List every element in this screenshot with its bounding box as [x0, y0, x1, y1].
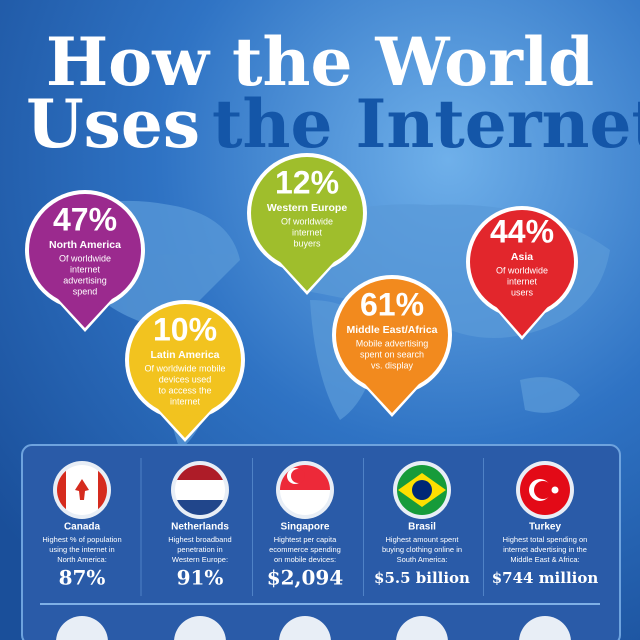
flag: [57, 465, 107, 515]
pin: 47% North America Of worldwideinternetadve…: [25, 190, 145, 332]
pin-desc: internet: [170, 396, 201, 406]
pin-desc: internet: [70, 264, 101, 274]
flag: [520, 465, 570, 515]
pin-percent: 12%: [275, 164, 339, 200]
flag-ring: [56, 616, 108, 640]
pin: 12% Western Europe Of worldwideinternetbuy…: [247, 153, 367, 295]
pin-desc: spent on search: [360, 349, 424, 359]
flag-part: [75, 479, 89, 500]
country-value: $5.5 billion: [374, 569, 470, 587]
pin-desc: Of worldwide: [59, 253, 111, 263]
country-value: $2,094: [267, 566, 344, 590]
pin-desc: to access the: [158, 385, 211, 395]
pin: 10% Latin America Of worldwide mobiledevic…: [125, 300, 245, 442]
pin-desc: internet: [292, 227, 323, 237]
pin-region: Western Europe: [267, 202, 347, 214]
country-desc: ecommerce spending: [269, 545, 341, 554]
pin-desc: Of worldwide: [496, 265, 548, 275]
flag: [397, 465, 447, 515]
pin-percent: 47%: [53, 201, 117, 237]
country-desc: North America:: [57, 555, 107, 564]
pin-body: [336, 279, 448, 391]
pin-desc: devices used: [159, 374, 212, 384]
pin-region: Asia: [511, 251, 533, 263]
pin-desc: users: [511, 287, 534, 297]
pin-desc: vs. display: [371, 360, 414, 370]
country-name: Turkey: [529, 522, 561, 533]
flag-part: [412, 480, 432, 500]
country-desc: Highest total spending on: [503, 535, 588, 544]
flag: [175, 465, 225, 515]
pin-desc: spend: [73, 286, 98, 296]
pin-body: [470, 210, 574, 314]
flag-part: [551, 486, 559, 494]
country-name: Canada: [64, 522, 101, 533]
flag-part: [534, 481, 552, 499]
pin-body: [251, 157, 363, 269]
country-desc: Western Europe:: [172, 555, 228, 564]
pin-desc: Mobile advertising: [356, 338, 429, 348]
country-desc: Highest broadband: [168, 535, 231, 544]
flag-part: [175, 465, 225, 480]
pin-body: [129, 304, 241, 416]
country-desc: Middle East & Africa:: [510, 555, 579, 564]
pin-percent: 10%: [153, 311, 217, 347]
flag-ring: [519, 616, 571, 640]
country-value: 91%: [177, 566, 224, 590]
country-desc: using the internet in: [49, 545, 114, 554]
country-value: 87%: [59, 566, 106, 590]
pin-desc: internet: [507, 276, 538, 286]
pin-region: North America: [49, 239, 121, 251]
country-desc: South America:: [397, 555, 448, 564]
flag-ring: [396, 616, 448, 640]
country-desc: Highest amount spent: [386, 535, 460, 544]
pin-desc: Of worldwide mobile: [144, 363, 225, 373]
country-desc: Highest % of population: [42, 535, 121, 544]
country-name: Netherlands: [171, 522, 229, 533]
flag-ring: [279, 616, 331, 640]
country-desc: internet advertising in the: [503, 545, 587, 554]
pin-region: Latin America: [150, 349, 219, 361]
country-desc: Hightest per capita: [274, 535, 337, 544]
flag-part: [175, 500, 225, 515]
pin-region: Middle East/Africa: [346, 324, 437, 336]
title-line: Uses: [26, 85, 200, 163]
pin-desc: Of worldwide: [281, 216, 333, 226]
pin-percent: 61%: [360, 286, 424, 322]
pin-desc: advertising: [63, 275, 107, 285]
flag-part: [98, 465, 107, 515]
pin: 61% Middle East/Africa Mobile advertisings…: [332, 275, 452, 417]
flag-part: [57, 465, 66, 515]
title-highlight: the Internet: [212, 85, 640, 163]
country-desc: penetration in: [177, 545, 222, 554]
flag-part: [291, 469, 305, 483]
country-value: $744 million: [492, 569, 599, 587]
country-desc: on mobile devices:: [274, 555, 336, 564]
title-line: How the World: [46, 23, 594, 101]
pin-desc: buyers: [293, 238, 321, 248]
flag-part: [175, 480, 225, 500]
flag-ring: [174, 616, 226, 640]
country-name: Singapore: [281, 522, 330, 533]
pin-body: [29, 194, 141, 306]
pin-percent: 44%: [490, 213, 554, 249]
country-name: Brasil: [408, 522, 436, 533]
country-desc: buying clothing online in: [382, 545, 462, 554]
